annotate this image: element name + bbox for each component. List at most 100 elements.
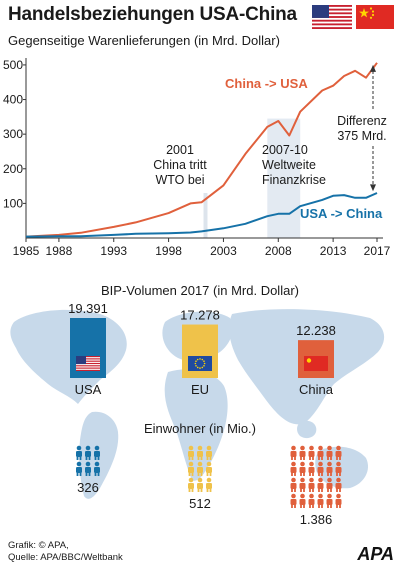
flag-star xyxy=(196,358,199,361)
person-icon-body xyxy=(326,467,333,473)
person-icon-head xyxy=(76,445,82,451)
person-icon-leg xyxy=(330,456,332,460)
person-icon-leg xyxy=(312,472,314,476)
flag-star xyxy=(203,365,205,367)
flag-star xyxy=(201,366,204,369)
y-tick-label: 400 xyxy=(3,93,23,107)
flag-stripe xyxy=(76,360,100,362)
person-icon-body xyxy=(94,467,100,473)
usa-flag-icon xyxy=(312,5,352,29)
person-icon-leg xyxy=(94,456,97,460)
flag-stripe xyxy=(312,12,352,15)
flag-stripe xyxy=(312,8,352,11)
person-icon-head xyxy=(300,493,305,499)
person-icon-body xyxy=(76,467,82,473)
person-icon-body xyxy=(206,451,212,457)
person-icon-head xyxy=(300,445,305,451)
population-icons-2 xyxy=(290,445,342,508)
wto-annotation: China tritt xyxy=(153,158,207,172)
person-icon-head xyxy=(327,445,332,451)
credit-line: Grafik: © APA, xyxy=(8,540,69,551)
flag-canton xyxy=(312,5,329,18)
flag-stripe xyxy=(312,27,352,29)
flag-star xyxy=(199,358,201,360)
trade-line-chart: 100 200 300 400 500 1985 1988 1993 1998 2003 2008 2… xyxy=(3,58,394,258)
person-icon-leg xyxy=(79,472,82,476)
flag-star xyxy=(306,358,312,363)
person-icon-leg xyxy=(300,488,302,492)
person-icon-leg xyxy=(294,504,296,508)
person-icon-body xyxy=(326,451,333,457)
person-icon-head xyxy=(94,461,100,467)
person-icon-leg xyxy=(309,504,311,508)
person-icon-body xyxy=(76,451,82,457)
person-icon-leg xyxy=(330,504,332,508)
world-map-shape xyxy=(297,420,317,439)
flag-star xyxy=(196,366,199,369)
x-tick-label: 2003 xyxy=(210,244,237,258)
gdp-value-china: 12.238 xyxy=(296,323,336,338)
china-flag-icon xyxy=(356,5,394,29)
person-icon-head xyxy=(76,461,82,467)
person-icon-leg xyxy=(336,504,338,508)
person-icon-body xyxy=(317,467,324,473)
person-icon-head xyxy=(336,461,341,467)
person-icon-head xyxy=(309,445,314,451)
x-tick-label: 1998 xyxy=(155,244,182,258)
flag-stripe xyxy=(76,358,100,360)
person-icon-leg xyxy=(312,504,314,508)
person-icon-body xyxy=(308,451,315,457)
person-icon-leg xyxy=(291,488,293,492)
person-icon-leg xyxy=(197,456,200,460)
chart-subtitle: Gegenseitige Warenlieferungen (in Mrd. D… xyxy=(8,33,280,48)
person-icon-head xyxy=(188,461,194,467)
person-icon-leg xyxy=(188,488,191,492)
x-tick-label: 2008 xyxy=(265,244,292,258)
person-icon-leg xyxy=(200,456,203,460)
person-icon-body xyxy=(335,483,342,489)
person-icon-head xyxy=(309,477,314,483)
person-icon-leg xyxy=(191,488,194,492)
flag-stripe xyxy=(76,369,100,371)
person-icon-body xyxy=(317,483,324,489)
x-tick-label: 2017 xyxy=(364,244,391,258)
source-credit: Grafik: © APA, Quelle: APA/BBC/Weltbank xyxy=(8,540,123,564)
person-icon-leg xyxy=(191,472,194,476)
person-icon-leg xyxy=(85,472,88,476)
flag-field xyxy=(304,356,328,371)
population-value-1: 512 xyxy=(189,496,211,511)
person-icon-leg xyxy=(330,488,332,492)
person-icon-leg xyxy=(188,472,191,476)
population-icons-0 xyxy=(76,445,100,476)
page-title: Handelsbeziehungen USA-China xyxy=(8,4,297,25)
person-icon-leg xyxy=(76,472,79,476)
person-icon-body xyxy=(335,499,342,505)
person-icon-leg xyxy=(339,472,341,476)
person-icon-leg xyxy=(309,456,311,460)
flag-stripe xyxy=(312,5,352,7)
person-icon-head xyxy=(327,493,332,499)
flag-star xyxy=(195,365,197,367)
person-icon-head xyxy=(336,477,341,483)
person-icon-body xyxy=(188,451,194,457)
gdp-value-eu: 17.278 xyxy=(180,308,220,323)
wto-annotation: 2001 xyxy=(166,143,194,157)
flag-stripe xyxy=(312,19,352,22)
person-icon-leg xyxy=(321,504,323,508)
person-icon-body xyxy=(85,451,91,457)
flag-canton xyxy=(76,356,86,365)
person-icon-leg xyxy=(88,456,91,460)
person-icon-body xyxy=(299,499,306,505)
person-icon-leg xyxy=(197,472,200,476)
person-icon-body xyxy=(308,499,315,505)
population-value-0: 326 xyxy=(77,480,99,495)
person-icon-body xyxy=(290,451,297,457)
person-icon-head xyxy=(206,461,212,467)
person-icon-leg xyxy=(206,488,209,492)
gdp-population-panel: 19.391 USA 17.278 EU 12.238 China Einwohner (i… xyxy=(10,301,385,527)
source-line: Quelle: APA/BBC/Weltbank xyxy=(8,552,123,563)
person-icon-leg xyxy=(97,472,100,476)
flag-stripe xyxy=(76,362,100,365)
person-icon-leg xyxy=(339,488,341,492)
